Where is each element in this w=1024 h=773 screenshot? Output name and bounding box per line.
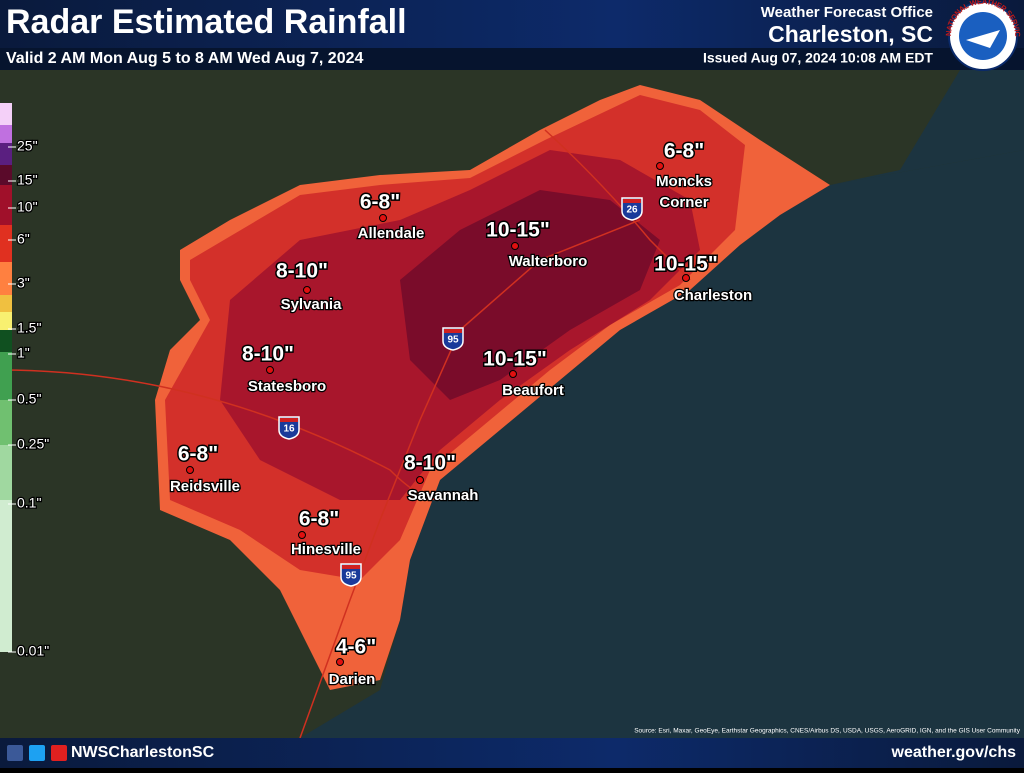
interstate-number: 95 xyxy=(447,335,459,346)
legend-label: 15" xyxy=(17,172,38,188)
road xyxy=(299,219,641,739)
legend-label: 0.25" xyxy=(17,436,49,452)
city-name: Reidsville xyxy=(170,478,240,495)
city-name: Beaufort xyxy=(502,382,564,399)
legend-swatch xyxy=(0,400,12,445)
interstate-number: 16 xyxy=(283,424,295,435)
header-bar xyxy=(0,0,1024,48)
interstate-shield xyxy=(278,416,300,440)
social-handle: NWSCharlestonSC xyxy=(71,744,215,761)
city-dot xyxy=(416,476,424,484)
rain-amount: 10-15" xyxy=(486,219,550,242)
legend-swatch xyxy=(0,143,12,165)
rain-amount: 8-10" xyxy=(404,452,456,475)
city-name: Charleston xyxy=(674,287,752,304)
legend-swatch xyxy=(0,185,12,225)
legend-label: 0.5" xyxy=(17,391,41,407)
city-name: Corner xyxy=(659,194,708,211)
rain-amount: 10-15" xyxy=(654,253,718,276)
map-labels: 6-8" Allendale 8-10" Sylvania 8-10" Statesbor… xyxy=(169,138,754,689)
legend-swatch xyxy=(0,295,12,312)
city-name: Allendale xyxy=(358,225,425,242)
city-dot xyxy=(511,242,519,250)
facebook-icon[interactable] xyxy=(7,745,23,761)
rain-amount: 6-8" xyxy=(299,508,339,531)
interstate-shield-top xyxy=(623,199,641,203)
city-name: Darien xyxy=(329,671,376,688)
city-name: Moncks xyxy=(656,173,712,190)
legend-label: 25" xyxy=(17,138,38,154)
city-dot xyxy=(379,214,387,222)
city-dot xyxy=(186,466,194,474)
interstate-shield xyxy=(340,563,362,587)
legend-swatch xyxy=(0,262,12,295)
city-name: Sylvania xyxy=(281,296,343,313)
legend-label: 1" xyxy=(17,345,30,361)
city-name: Hinesville xyxy=(291,541,361,558)
interstate-number: 95 xyxy=(345,571,357,582)
legend-label: 3" xyxy=(17,275,30,291)
interstate-shield xyxy=(442,327,464,351)
legend-label: 1.5" xyxy=(17,320,41,336)
ocean xyxy=(300,150,1024,738)
city-dot xyxy=(509,370,517,378)
legend-swatch xyxy=(0,352,12,400)
legend-swatch xyxy=(0,125,12,143)
legend-label: 10" xyxy=(17,199,38,215)
rain-amount: 10-15" xyxy=(483,348,547,371)
footer-bar xyxy=(0,738,1024,768)
city-dot xyxy=(266,366,274,374)
city-name: Statesboro xyxy=(248,378,326,395)
interstate-shield xyxy=(621,197,643,221)
legend-swatch xyxy=(0,225,12,262)
legend-swatch xyxy=(0,312,12,330)
interstate-shield-top xyxy=(342,565,360,569)
legend-label: 0.01" xyxy=(17,643,49,659)
road xyxy=(544,129,691,281)
city-dot xyxy=(298,531,306,539)
twitter-icon[interactable] xyxy=(29,745,45,761)
interstate-shield-top xyxy=(444,329,462,333)
rain-area-10-15 xyxy=(400,190,660,400)
source-credit: Source: Esri, Maxar, GeoEye, Earthstar G… xyxy=(634,728,1021,735)
city-dot xyxy=(682,274,690,282)
rain-amount: 6-8" xyxy=(360,191,400,214)
legend-swatch xyxy=(0,500,12,652)
issued: Issued Aug 07, 2024 10:08 AM EDT xyxy=(703,50,933,66)
youtube-icon[interactable] xyxy=(51,745,67,761)
legend-swatch xyxy=(0,165,12,185)
office: Weather Forecast Office xyxy=(761,4,933,21)
city-name: Walterboro xyxy=(509,253,588,270)
legend-swatch xyxy=(0,330,12,352)
city-name: Savannah xyxy=(408,487,479,504)
rain-amount: 6-8" xyxy=(178,443,218,466)
city-dot xyxy=(336,658,344,666)
legend-label: 6" xyxy=(17,231,30,247)
rain-amount: 8-10" xyxy=(242,343,294,366)
valid-period: Valid 2 AM Mon Aug 5 to 8 AM Wed Aug 7, … xyxy=(6,50,363,67)
website: weather.gov/chs xyxy=(891,744,1017,761)
legend-label: 0.1" xyxy=(17,495,41,511)
subheader-bar xyxy=(0,48,1024,70)
legend-swatch xyxy=(0,103,12,125)
interstate-number: 26 xyxy=(626,205,638,216)
title: Radar Estimated Rainfall xyxy=(6,3,407,41)
logo-mark xyxy=(966,30,1000,48)
rain-amount: 6-8" xyxy=(664,140,704,163)
city-dot xyxy=(303,286,311,294)
rain-amount: 8-10" xyxy=(276,260,328,283)
location: Charleston, SC xyxy=(768,21,933,47)
rain-amount: 4-6" xyxy=(336,636,376,659)
legend: 25" 15" 10" 6" 3" 1.5" 1" 0.5" 0.25" 0.1" 0.01" xyxy=(0,103,50,660)
ocean xyxy=(830,60,1024,185)
legend-swatch xyxy=(0,445,12,500)
city-dot xyxy=(656,162,664,170)
interstate-shield-top xyxy=(280,418,298,422)
